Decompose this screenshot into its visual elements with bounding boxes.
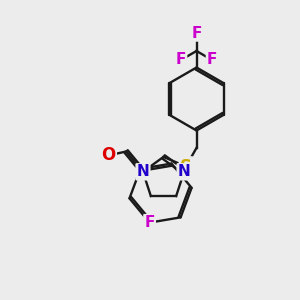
Text: F: F (207, 52, 217, 68)
Text: O: O (101, 146, 116, 164)
Text: N: N (136, 164, 149, 179)
Text: S: S (180, 158, 192, 175)
Text: N: N (178, 164, 190, 179)
Text: F: F (144, 215, 155, 230)
Text: F: F (176, 52, 186, 68)
Text: F: F (191, 26, 202, 40)
